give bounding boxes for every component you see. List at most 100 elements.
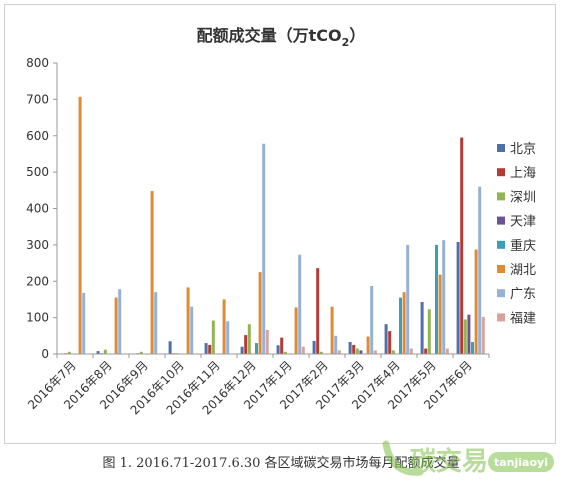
bar — [204, 343, 208, 354]
bar — [409, 348, 413, 354]
bar — [244, 335, 248, 354]
bar — [474, 249, 478, 354]
y-tick-label: 500 — [26, 165, 49, 179]
bar — [481, 316, 485, 354]
y-tick-label: 600 — [26, 129, 49, 143]
bar — [427, 309, 431, 354]
chart-title-main: 配额成交量（万tCO — [197, 26, 342, 45]
bar — [373, 350, 377, 354]
bar — [316, 268, 320, 354]
bar — [190, 306, 194, 354]
bar — [78, 96, 82, 355]
bar — [67, 351, 71, 354]
leaf-swoosh-icon — [382, 440, 424, 476]
bar — [283, 351, 287, 354]
bar — [445, 348, 449, 354]
x-axis: 2016年7月2016年8月2016年9月2016年10月2016年11月201… — [25, 353, 490, 417]
chart-frame: 配额成交量（万tCO2） 0 100 200 300 400 500 600 700 800 2… — [4, 4, 556, 444]
bars-group — [60, 96, 485, 355]
bar — [442, 240, 446, 354]
bar — [82, 292, 86, 354]
chart-title-close: ） — [349, 26, 365, 45]
bar — [255, 343, 258, 354]
y-tick-label: 800 — [26, 56, 49, 70]
legend-swatch — [497, 144, 505, 152]
bar — [456, 241, 460, 354]
watermark-logo: 碳交易 tanjiaoyi — [382, 440, 554, 477]
y-tick-label: 200 — [26, 274, 49, 288]
bar — [208, 344, 212, 354]
legend-swatch — [497, 216, 505, 225]
bar — [298, 254, 302, 354]
legend-label: 天津 — [510, 215, 536, 230]
legend-label: 湖北 — [510, 263, 536, 278]
watermark-site-text: tanjiaoyi — [494, 456, 548, 469]
bar — [262, 143, 266, 354]
bar — [211, 320, 215, 354]
legend-label: 北京 — [510, 142, 536, 157]
bar — [301, 346, 305, 354]
legend-swatch — [497, 192, 505, 201]
legend-label: 重庆 — [510, 238, 536, 254]
bar — [114, 297, 118, 354]
bar — [222, 299, 226, 354]
bar — [355, 348, 359, 354]
bar — [438, 274, 442, 354]
bar — [247, 324, 251, 354]
bar — [467, 314, 471, 354]
chart-title: 配额成交量（万tCO2） — [197, 26, 366, 49]
bar — [240, 346, 244, 354]
bar — [406, 244, 410, 354]
bar — [388, 331, 392, 354]
bar — [471, 341, 474, 354]
bar — [118, 289, 122, 354]
bar — [402, 292, 406, 354]
y-tick-label: 400 — [26, 202, 49, 216]
bar — [366, 336, 370, 354]
figure-caption: 图 1. 2016.71-2017.6.30 各区域碳交易市场每月配额成交量 — [102, 456, 460, 471]
bar — [391, 350, 395, 354]
legend-swatch — [497, 289, 505, 298]
y-tick-label: 300 — [26, 238, 49, 252]
watermark-site-pill — [488, 452, 554, 472]
bar — [359, 350, 363, 354]
bar — [103, 349, 107, 354]
y-tick-label: 100 — [26, 311, 49, 325]
bar — [460, 137, 464, 354]
bar — [420, 301, 424, 354]
legend-label: 深圳 — [510, 190, 536, 205]
watermark-logo-text: 碳交易 — [410, 446, 488, 477]
bar — [276, 345, 280, 354]
legend-swatch — [497, 240, 505, 249]
legend-label: 广东 — [510, 287, 536, 302]
y-axis: 0 100 200 300 400 500 600 700 800 — [26, 56, 58, 361]
chart-title-subscript: 2 — [342, 36, 350, 49]
bar-chart: 配额成交量（万tCO2） 0 100 200 300 400 500 600 700 800 2… — [25, 26, 536, 417]
bar — [319, 351, 323, 354]
bar — [352, 344, 356, 354]
bar — [139, 351, 143, 354]
legend-swatch — [497, 168, 505, 177]
bar — [370, 285, 374, 354]
bar — [399, 297, 402, 354]
legend-label: 上海 — [510, 166, 536, 181]
bar — [280, 337, 284, 354]
bar — [463, 319, 467, 354]
bar — [478, 186, 482, 354]
bar — [348, 341, 352, 354]
bar — [312, 340, 316, 354]
bar — [258, 272, 262, 354]
y-tick-label: 700 — [26, 92, 49, 106]
y-tick-label: 0 — [41, 347, 49, 361]
bar — [330, 306, 334, 354]
bar — [384, 324, 388, 354]
bar — [337, 350, 341, 354]
bar — [96, 351, 100, 354]
legend-label: 福建 — [510, 311, 536, 326]
bar — [435, 244, 438, 354]
bar — [294, 307, 298, 354]
bar — [150, 191, 154, 354]
legend-swatch — [497, 313, 505, 322]
bar — [424, 348, 428, 354]
